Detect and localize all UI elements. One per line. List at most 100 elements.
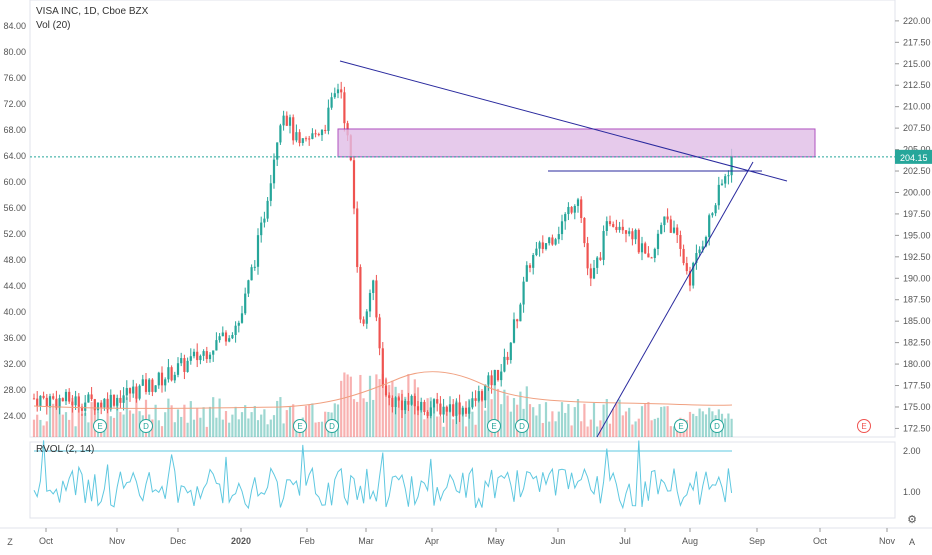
candle-body: [52, 396, 55, 399]
volume-bar: [154, 404, 157, 437]
volume-bar: [532, 407, 535, 437]
volume-bar: [436, 416, 439, 437]
event-marker: [515, 419, 529, 433]
right-axis-tick: 187.50: [903, 295, 931, 305]
candle-body: [77, 396, 80, 407]
volume-bar: [192, 419, 196, 437]
volume-bar: [592, 402, 596, 437]
volume-bar: [384, 379, 388, 437]
volume-bar: [551, 411, 554, 437]
volume-bar: [487, 384, 490, 437]
event-marker-label: E: [678, 422, 683, 431]
candle-body: [573, 205, 576, 213]
event-marker: [139, 419, 153, 433]
volume-bar: [276, 400, 279, 437]
candle-body: [311, 133, 314, 139]
current-price-label: 204.15: [900, 153, 928, 163]
candle-body: [468, 407, 471, 414]
candle-body: [103, 398, 106, 408]
volume-bar: [695, 416, 698, 437]
left-axis-tick: 68.00: [3, 125, 26, 135]
zoom-button[interactable]: Z: [7, 537, 13, 547]
candle-body: [253, 266, 256, 268]
candle-body: [266, 200, 269, 219]
volume-bar: [42, 425, 45, 437]
candle-body: [413, 395, 416, 407]
candle-body: [701, 246, 704, 250]
volume-bar: [292, 404, 295, 437]
volume-bar: [576, 399, 580, 437]
x-axis-tick: Jun: [551, 536, 566, 546]
volume-bar: [180, 416, 183, 437]
volume-bar: [269, 419, 272, 437]
volume-bar: [304, 405, 308, 437]
candle-body: [256, 235, 260, 267]
volume-bar: [167, 398, 170, 437]
settings-gear-icon: ⚙: [907, 514, 917, 526]
volume-bar: [672, 426, 676, 437]
candle-body: [154, 385, 157, 392]
candle-body: [125, 388, 128, 396]
volume-bar: [493, 383, 496, 437]
candle-body: [551, 237, 554, 245]
right-axis-tick: 215.00: [903, 59, 931, 69]
candle-body: [320, 129, 324, 136]
candle-body: [176, 363, 180, 375]
candle-body: [276, 142, 279, 160]
volume-bar: [608, 423, 612, 437]
candle-body: [304, 138, 308, 140]
candle-body: [157, 372, 160, 386]
candle-body: [586, 243, 589, 269]
volume-bar: [442, 426, 445, 437]
candle-body: [631, 231, 634, 240]
volume-bar: [631, 424, 634, 437]
volume-bar: [112, 417, 116, 437]
candle-body: [532, 255, 535, 268]
candle-body: [269, 183, 272, 201]
candle-body: [484, 384, 487, 401]
volume-bar: [570, 425, 573, 437]
volume-bar: [480, 396, 484, 437]
volume-bar: [359, 374, 362, 437]
candle-body: [80, 406, 84, 411]
volume-bar: [519, 391, 522, 437]
volume-bar: [477, 398, 480, 437]
candle-body: [87, 394, 90, 403]
x-axis-tick: Oct: [39, 536, 54, 546]
candle-body: [58, 398, 61, 408]
volume-bar: [68, 419, 71, 437]
candle-body: [724, 176, 727, 184]
candle-body: [186, 360, 189, 372]
volume-bar: [388, 384, 391, 437]
volume-bar: [352, 399, 356, 437]
candle-body: [96, 402, 100, 411]
volume-bar: [74, 426, 77, 437]
candle-body: [445, 406, 448, 412]
volume-bar: [525, 386, 528, 437]
volume-bar: [708, 407, 711, 437]
volume-bar: [176, 409, 180, 437]
auto-scale-button[interactable]: A: [909, 537, 915, 547]
volume-bar: [144, 399, 148, 437]
left-axis-tick: 40.00: [3, 307, 26, 317]
volume-bar: [666, 406, 669, 437]
candle-body: [164, 379, 167, 386]
candle-body: [192, 351, 196, 357]
volume-bar: [669, 426, 672, 437]
candle-body: [410, 395, 413, 405]
volume-bar: [237, 419, 240, 437]
volume-bar: [599, 420, 602, 437]
candle-body: [653, 248, 656, 259]
volume-bar: [189, 401, 192, 437]
volume-bar: [282, 423, 285, 437]
x-axis-tick: Apr: [425, 536, 439, 546]
volume-bar: [356, 401, 359, 437]
volume-bar: [173, 422, 176, 437]
candle-body: [359, 266, 362, 320]
volume-bar: [474, 424, 477, 437]
candle-body: [317, 134, 320, 136]
candle-body: [208, 354, 212, 360]
volume-bar: [199, 417, 202, 437]
